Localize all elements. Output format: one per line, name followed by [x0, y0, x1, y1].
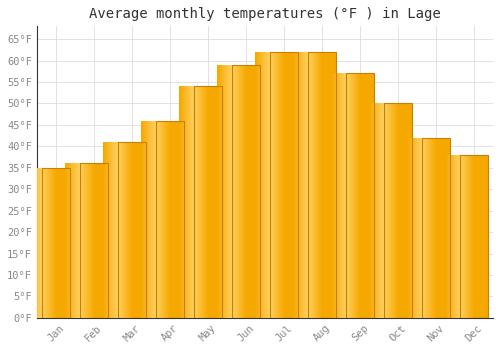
Bar — [232, 65, 260, 318]
Bar — [460, 155, 488, 318]
Bar — [422, 138, 450, 318]
Bar — [194, 86, 222, 318]
Bar — [422, 138, 450, 318]
Bar — [156, 121, 184, 318]
Title: Average monthly temperatures (°F ) in Lage: Average monthly temperatures (°F ) in La… — [89, 7, 441, 21]
Bar — [42, 168, 70, 318]
Bar — [42, 168, 70, 318]
Bar — [118, 142, 146, 318]
Bar — [346, 74, 374, 318]
Bar — [384, 104, 412, 318]
Bar — [156, 121, 184, 318]
Bar — [460, 155, 488, 318]
Bar — [118, 142, 146, 318]
Bar — [232, 65, 260, 318]
Bar — [346, 74, 374, 318]
Bar — [270, 52, 298, 318]
Bar — [384, 104, 412, 318]
Bar — [80, 163, 108, 318]
Bar — [308, 52, 336, 318]
Bar — [308, 52, 336, 318]
Bar — [80, 163, 108, 318]
Bar — [270, 52, 298, 318]
Bar — [194, 86, 222, 318]
